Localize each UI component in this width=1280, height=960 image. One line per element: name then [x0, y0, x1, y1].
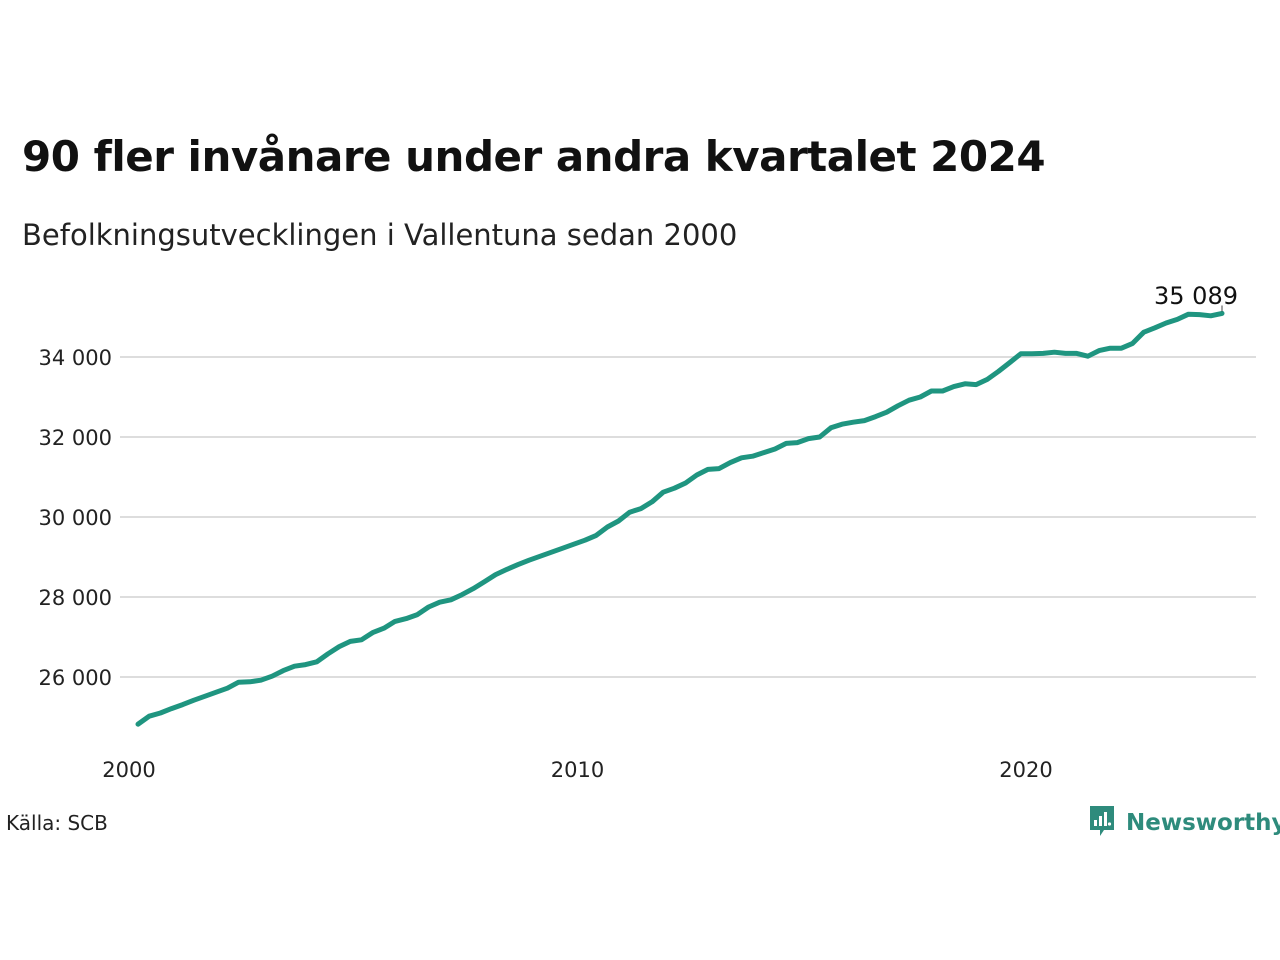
end-value-label: 35 089: [1154, 282, 1238, 310]
chart-subtitle: Befolkningsutvecklingen i Vallentuna sed…: [22, 218, 738, 252]
y-tick-label: 28 000: [39, 586, 112, 610]
brand-logo[interactable]: Newsworthy: [1088, 804, 1280, 842]
source-note: Källa: SCB: [6, 811, 108, 835]
y-tick-label: 26 000: [39, 666, 112, 690]
chart-title: 90 fler invånare under andra kvartalet 2…: [22, 132, 1046, 181]
y-tick-label: 34 000: [39, 346, 112, 370]
annotations: 35 089: [1154, 282, 1238, 312]
x-tick-label: 2000: [102, 758, 155, 782]
y-tick-label: 30 000: [39, 506, 112, 530]
x-tick-label: 2010: [551, 758, 604, 782]
y-tick-label: 32 000: [39, 426, 112, 450]
gridlines: [120, 356, 1256, 678]
y-axis-tick-labels: 26 000 28 000 30 000 32 000 34 000: [39, 346, 112, 690]
series-group: [135, 310, 1225, 727]
x-tick-label: 2020: [999, 758, 1052, 782]
series-line: [135, 310, 1225, 727]
brand-name: Newsworthy: [1126, 810, 1280, 836]
newsworthy-logo-icon: [1088, 804, 1116, 842]
x-axis-tick-labels: 2000 2010 2020: [102, 758, 1052, 782]
